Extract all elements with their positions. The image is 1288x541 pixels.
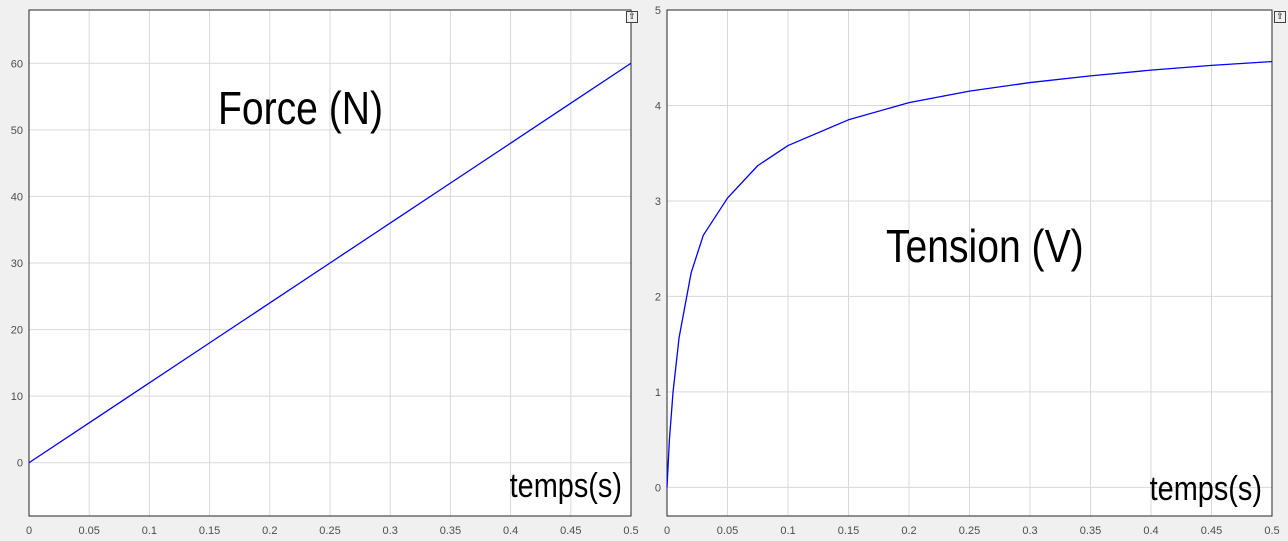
tension-chart: 0 0.05 0.1 0.15 0.2 0.25 0.3 0.35 0.4 0.45 0.5 0 1 2 3… [640,0,1288,541]
x-tick-label: 0.15 [838,525,859,537]
x-tick-label: 0.3 [1022,525,1037,537]
series-line [28,62,632,464]
x-tick-label: 0.1 [780,525,795,537]
x-axis-label: temps(s) [510,466,622,505]
series-line [666,60,1273,488]
x-tick-label: 0.35 [440,525,461,537]
y-tick-label: 20 [11,325,23,337]
x-tick-label: 0.05 [717,525,738,537]
chart-title: Tension (V) [886,221,1084,273]
y-tick-label: 5 [655,5,661,17]
x-axis-label: temps(s) [1150,469,1262,508]
chart-title: Force (N) [218,83,383,135]
x-tick-label: 0 [26,525,32,537]
x-tick-label: 0.4 [503,525,518,537]
x-tick-label: 0.05 [78,525,99,537]
x-tick-label: 0.35 [1080,525,1101,537]
x-tick-label: 0.45 [1201,525,1222,537]
x-tick-label: 0.5 [1264,525,1279,537]
y-tick-label: 60 [11,58,23,70]
y-tick-label: 4 [655,100,661,112]
undock-icon[interactable]: ⇧ [626,11,638,23]
y-tick-label: 0 [655,482,661,494]
y-tick-label: 1 [655,387,661,399]
x-tick-label: 0.4 [1143,525,1158,537]
force-chart-panel: 0 0.05 0.1 0.15 0.2 0.25 0.3 0.35 0.4 0.45 0.5 0 10 2… [0,0,640,541]
x-tick-label: 0.5 [623,525,638,537]
force-chart: 0 0.05 0.1 0.15 0.2 0.25 0.3 0.35 0.4 0.45 0.5 0 10 2… [0,0,640,541]
y-tick-label: 3 [655,196,661,208]
y-tick-label: 30 [11,258,23,270]
x-tick-label: 0.45 [560,525,581,537]
x-tick-label: 0.25 [319,525,340,537]
undock-icon[interactable]: ⇧ [1274,11,1286,23]
x-tick-label: 0.2 [262,525,277,537]
x-tick-label: 0.3 [383,525,398,537]
y-tick-label: 2 [655,291,661,303]
y-tick-label: 0 [17,458,23,470]
y-tick-label: 40 [11,191,23,203]
x-tick-label: 0.25 [959,525,980,537]
x-tick-label: 0.2 [901,525,916,537]
y-tick-label: 10 [11,391,23,403]
x-tick-label: 0.15 [199,525,220,537]
plot-border [666,9,1273,517]
y-tick-label: 50 [11,125,23,137]
tension-chart-panel: 0 0.05 0.1 0.15 0.2 0.25 0.3 0.35 0.4 0.45 0.5 0 1 2 3… [640,0,1288,541]
x-tick-label: 0 [664,525,670,537]
x-tick-label: 0.1 [142,525,157,537]
plot-border [28,9,632,517]
